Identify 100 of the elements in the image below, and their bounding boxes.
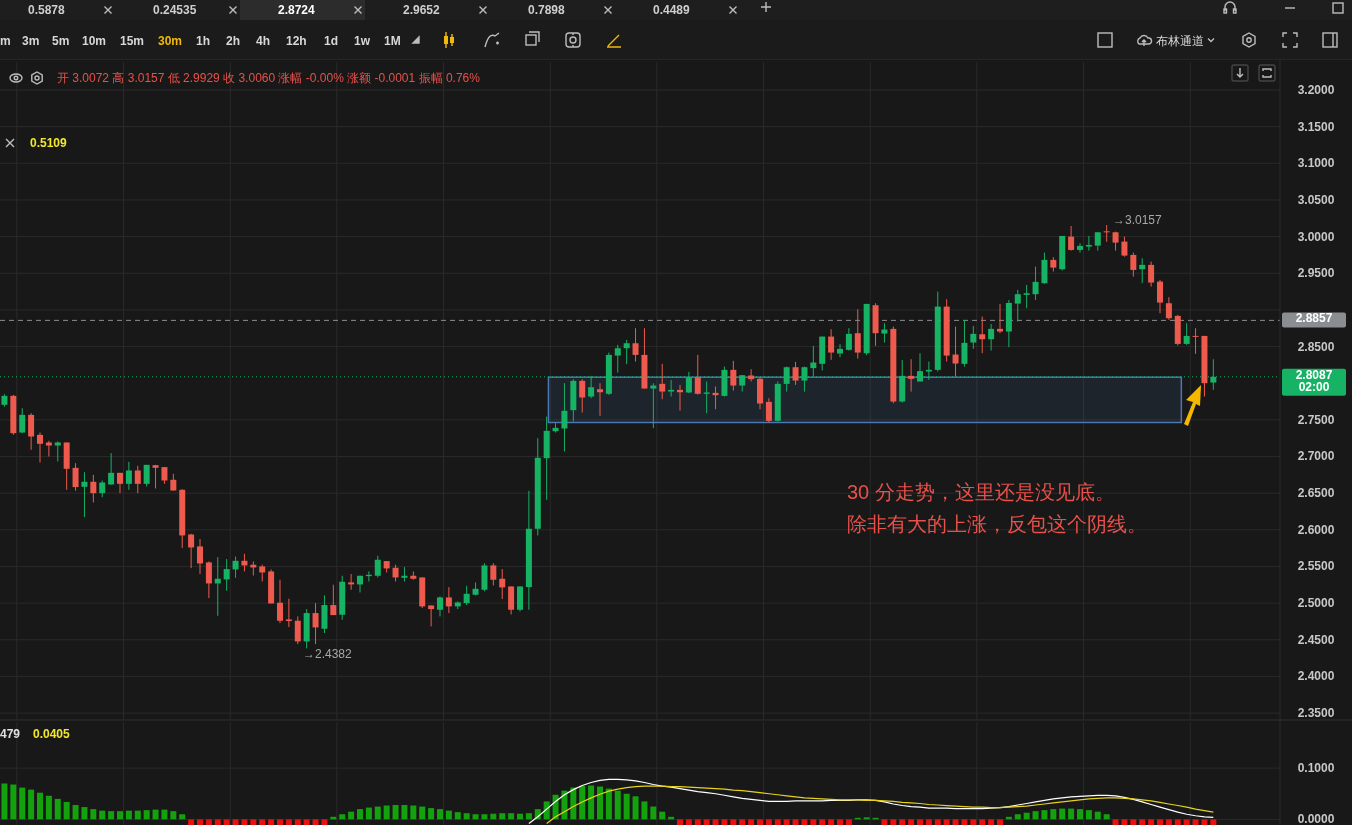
bar	[845, 819, 852, 825]
bar	[401, 805, 408, 820]
bar	[294, 819, 301, 825]
candlestick	[997, 303, 1003, 334]
annotation: 0.5109	[30, 136, 68, 150]
text: 1d	[324, 34, 339, 48]
candlestick	[659, 363, 666, 400]
text: 15m	[120, 34, 145, 48]
candlestick	[81, 471, 88, 518]
bar	[1, 783, 8, 820]
candlestick	[845, 327, 852, 352]
candlestick	[1014, 289, 1021, 323]
candlestick	[321, 594, 328, 634]
candlestick	[19, 407, 26, 434]
bar	[721, 819, 728, 825]
bar	[134, 810, 141, 820]
bar	[970, 819, 977, 825]
bar	[463, 813, 470, 820]
bar	[1148, 819, 1155, 825]
candlestick	[828, 328, 835, 361]
bar	[1050, 809, 1057, 820]
candlestick	[37, 432, 43, 463]
candlestick	[508, 585, 515, 615]
candlestick	[783, 366, 790, 393]
candlestick	[881, 322, 888, 344]
candlestick	[90, 474, 97, 503]
bar	[250, 819, 257, 825]
bar	[614, 790, 621, 820]
bar	[917, 819, 923, 825]
bar	[321, 819, 328, 825]
candlestick	[134, 465, 141, 494]
candlestick	[1121, 236, 1128, 258]
candlestick	[952, 326, 959, 378]
bar	[650, 806, 657, 820]
candlestick	[632, 327, 639, 363]
bar	[979, 819, 986, 825]
bar	[10, 784, 17, 820]
bar	[152, 809, 159, 820]
bar	[197, 819, 203, 825]
candlestick	[765, 397, 772, 423]
text: 2.8724	[278, 3, 316, 17]
bar	[605, 788, 612, 820]
bar	[285, 819, 292, 825]
bar	[1165, 819, 1172, 825]
bar	[472, 814, 479, 820]
y-tick-label: 3.0500	[1297, 192, 1335, 207]
candlestick	[792, 361, 799, 386]
bar	[392, 805, 399, 820]
bar	[819, 819, 826, 825]
bar	[828, 819, 835, 825]
candlestick	[374, 555, 381, 578]
bar	[303, 819, 310, 825]
candlestick	[1183, 322, 1190, 346]
line-series	[528, 778, 1214, 825]
candlestick	[445, 586, 452, 614]
candlestick	[1032, 266, 1039, 301]
bar	[1103, 814, 1110, 820]
candlestick	[579, 378, 586, 414]
bar	[454, 812, 461, 820]
text: 布林通道	[1156, 34, 1204, 48]
candlestick	[908, 358, 915, 393]
candlestick	[72, 462, 79, 492]
bar	[161, 809, 168, 820]
bar	[1023, 812, 1030, 820]
bar	[277, 819, 283, 825]
text: 5m	[52, 34, 70, 48]
bar	[1112, 819, 1119, 825]
candlestick	[463, 585, 470, 606]
bar	[1077, 809, 1083, 820]
text: 2.9652	[403, 3, 441, 17]
bar	[1041, 810, 1048, 820]
candlestick	[961, 319, 968, 368]
candlestick	[223, 558, 230, 592]
bar	[703, 819, 710, 825]
candlestick	[561, 382, 568, 453]
bar	[117, 811, 123, 820]
bar	[997, 819, 1003, 825]
ref-line-label: 2.8087 02:00	[1295, 367, 1333, 394]
y-tick-label: 2.7500	[1297, 412, 1335, 427]
bar	[268, 819, 275, 825]
candlestick	[1085, 235, 1092, 252]
y-tick-label: 2.3500	[1297, 706, 1335, 721]
bar	[837, 819, 843, 825]
bar	[1157, 819, 1163, 825]
bar	[232, 819, 239, 825]
bar	[543, 801, 550, 820]
bar	[641, 801, 648, 820]
candlestick	[694, 354, 701, 396]
text: 12h	[286, 34, 307, 48]
bar	[757, 819, 763, 825]
bar	[90, 809, 97, 820]
y-tick-label: 2.8500	[1297, 339, 1335, 354]
bar	[943, 819, 950, 825]
bar	[659, 811, 666, 820]
y-tick-label: 2.9500	[1297, 266, 1335, 281]
y-tick-label: 2.5500	[1297, 559, 1335, 574]
bar	[908, 819, 915, 825]
bar	[223, 819, 230, 825]
bar	[445, 810, 452, 820]
bar	[1210, 819, 1217, 825]
